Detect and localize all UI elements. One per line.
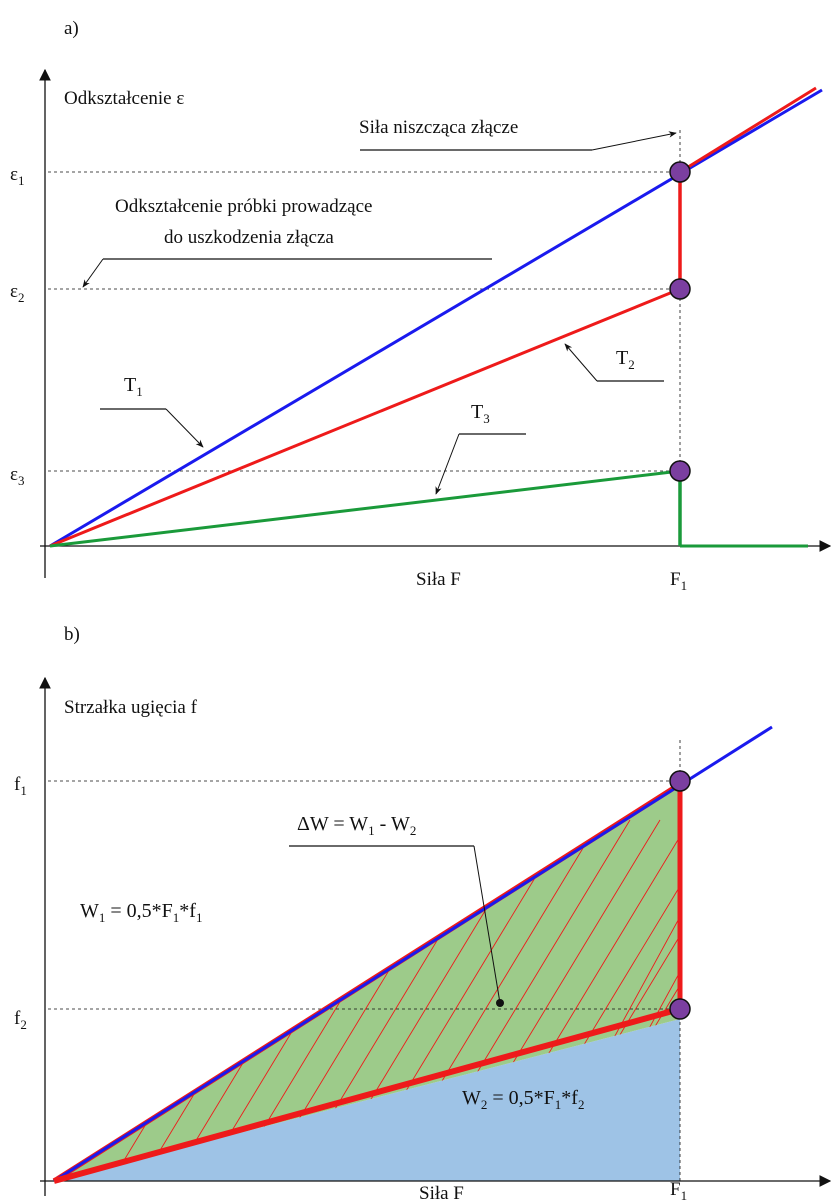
marker-f1	[669, 770, 691, 792]
panel-b-red-lower-line	[53, 1006, 681, 1184]
series-t3-line	[49, 469, 681, 548]
panel-b-x-axis-label: Siła F	[419, 1183, 464, 1201]
marker-f2	[669, 998, 691, 1020]
panel-a-x-axis-label: Siła F	[416, 569, 461, 590]
panel-a-y-tick-eps2: ε2	[10, 281, 24, 305]
formula-w2: W2 = 0,5*F1*f2	[462, 1087, 584, 1112]
panel-b-x-tick-f1: F1	[670, 1179, 687, 1201]
series-t2-line	[49, 287, 681, 548]
series-t1-arrow	[165, 408, 204, 448]
series-t2-label: T2	[616, 347, 635, 372]
annotation-delta-w-dot	[496, 999, 504, 1007]
panel-b-label: b)	[64, 624, 80, 645]
annotation-breaking-force-arrow	[591, 131, 677, 151]
annotation-breaking-force: Siła niszcząca złącze	[359, 117, 518, 138]
panel-a-y-tick-eps3: ε3	[10, 464, 24, 488]
panel-a-y-tick-eps1: ε1	[10, 164, 24, 188]
annotation-deformation-line2: do uszkodzenia złącza	[164, 227, 334, 248]
series-t3-label: T3	[471, 401, 490, 426]
marker-eps2	[669, 278, 691, 300]
panel-b-y-axis-label: Strzałka ugięcia f	[64, 697, 198, 718]
formula-w1: W1 = 0,5*F1*f1	[80, 900, 202, 925]
annotation-delta-w: ΔW = W1 - W2	[297, 813, 416, 838]
panel-a-label: a)	[64, 18, 79, 39]
series-t1-line	[49, 88, 823, 548]
annotation-deformation-line1: Odkształcenie próbki prowadzące	[115, 196, 372, 217]
panel-a-x-tick-f1: F1	[670, 569, 687, 593]
series-t3-arrow	[435, 433, 460, 495]
annotation-deformation-arrow	[82, 258, 104, 288]
panel-b-blue-line	[53, 725, 773, 1183]
marker-eps1	[669, 161, 691, 183]
annotation-delta-w-leader	[473, 845, 501, 1004]
series-t2-continuation	[679, 86, 817, 174]
series-t1-label: T1	[124, 374, 143, 399]
panel-b-y-tick-f2: f2	[14, 1008, 27, 1032]
panel-a-y-axis-label: Odkształcenie ε	[64, 88, 184, 109]
series-t2-arrow	[564, 343, 598, 382]
panel-b-y-tick-f1: f1	[14, 774, 27, 798]
marker-eps3	[669, 460, 691, 482]
